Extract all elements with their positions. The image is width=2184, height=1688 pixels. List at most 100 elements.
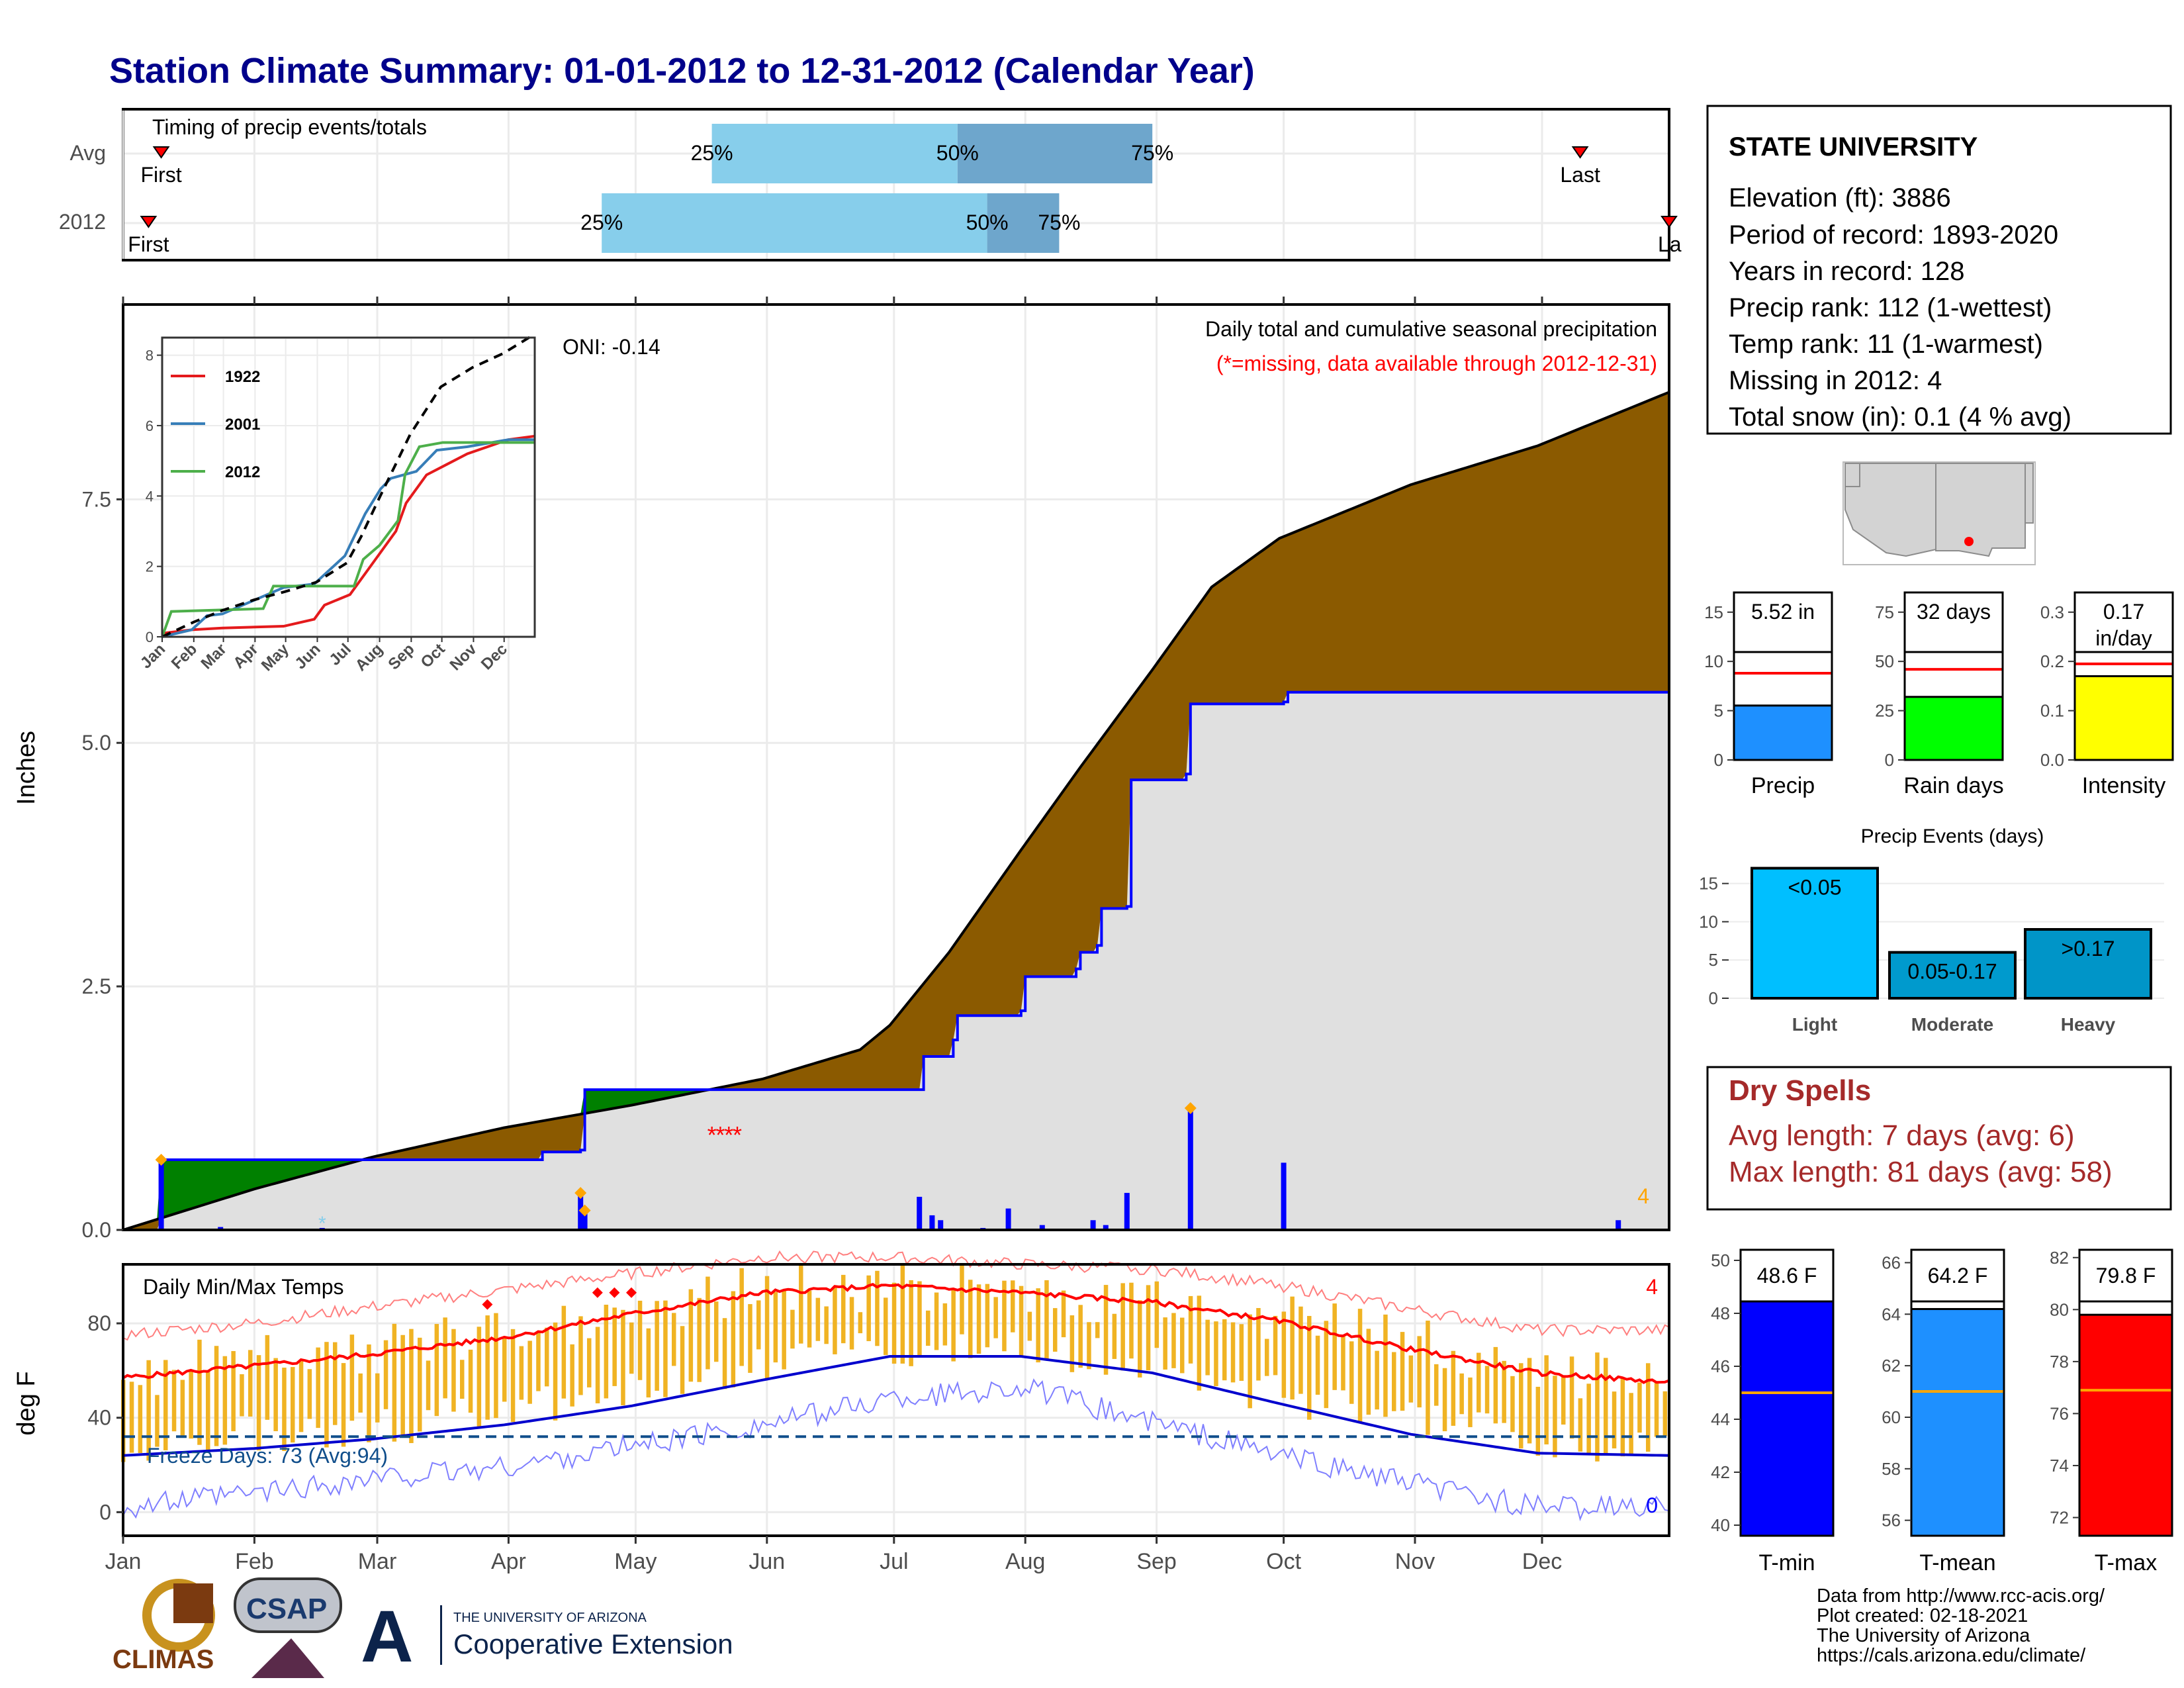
daily-temp-bar — [858, 1312, 863, 1334]
mini-ytick-label: 0.2 — [2040, 651, 2064, 671]
daily-precip-bar — [1281, 1162, 1287, 1230]
daily-temp-bar — [282, 1368, 287, 1451]
daily-temp-bar — [206, 1371, 210, 1450]
mini-value-box — [2073, 591, 2174, 653]
daily-temp-bar — [138, 1385, 143, 1453]
ua-small-text: THE UNIVERSITY OF ARIZONA — [453, 1611, 647, 1625]
location-map — [1843, 461, 2036, 565]
temp-summary-ytick-label: 76 — [2050, 1403, 2069, 1423]
daily-temp-bar — [222, 1356, 228, 1445]
daily-temp-bar — [443, 1317, 447, 1399]
daily-temp-bar — [739, 1268, 744, 1366]
temp-summary-bar — [2078, 1313, 2173, 1537]
timing-last-label: Last — [1560, 163, 1600, 187]
daily-temp-bar — [561, 1305, 567, 1399]
station-name: STATE UNIVERSITY — [1729, 132, 1978, 162]
daily-temp-bar — [409, 1329, 414, 1444]
daily-temp-bar — [1248, 1314, 1252, 1409]
daily-temp-bar — [993, 1297, 998, 1338]
timing-first-marker — [140, 216, 158, 228]
max-precip-marker — [574, 1187, 587, 1199]
daily-temp-bar — [697, 1297, 702, 1382]
snow-marker: * — [318, 1213, 326, 1235]
daily-temp-bar — [909, 1280, 913, 1366]
precip-average-line — [122, 391, 1670, 1231]
daily-precip-bar — [218, 1227, 224, 1230]
daily-temp-bar — [392, 1323, 397, 1442]
daily-temp-bar — [316, 1347, 320, 1429]
record-low-line — [122, 1378, 1670, 1522]
daily-temp-bar — [985, 1284, 990, 1348]
timing-pct-label: 25% — [580, 211, 623, 234]
footer-credits: Data from http://www.rcc-acis.org/ Plot … — [1817, 1585, 2105, 1666]
daily-temp-bar — [1011, 1280, 1015, 1333]
daily-temp-bar — [1053, 1308, 1058, 1352]
daily-temp-bar — [976, 1284, 981, 1354]
events-category-label: Heavy — [2061, 1014, 2116, 1035]
daily-temp-bar — [545, 1327, 549, 1387]
daily-temp-bar — [171, 1370, 177, 1432]
daily-temp-bar — [968, 1280, 973, 1358]
precip-ytick-label: 7.5 — [82, 487, 111, 511]
avg-tmin-line — [122, 1355, 1670, 1457]
timing-first-label: First — [128, 232, 169, 256]
ua-divider — [440, 1605, 442, 1665]
month-label: Aug — [1005, 1549, 1046, 1574]
temp-summary-ytick-label: 58 — [1882, 1459, 1901, 1479]
timing-last-label: La — [1658, 232, 1682, 256]
mini-ytick-label: 0.1 — [2040, 701, 2064, 721]
daily-temp-bar — [951, 1288, 956, 1362]
daily-temp-bar — [1629, 1393, 1633, 1456]
daily-temp-bar — [578, 1316, 583, 1395]
daily-temp-bar — [595, 1327, 600, 1403]
csap-cloud — [234, 1577, 342, 1633]
temp-ylabel: deg F — [13, 1371, 40, 1435]
daily-temp-bar — [1569, 1356, 1574, 1439]
events-bar — [1888, 951, 2017, 1000]
daily-temp-bar — [536, 1331, 541, 1391]
daily-temp-bar — [1417, 1336, 1422, 1408]
temp-summary-ytick-label: 62 — [1882, 1356, 1901, 1376]
daily-temp-bar — [731, 1291, 736, 1387]
daily-temp-bar — [291, 1367, 295, 1443]
daily-temp-bar — [807, 1290, 812, 1348]
precip-panel: ***** 0.02.55.07.5 Inches Daily total an… — [13, 297, 1670, 1242]
daily-temp-bar — [1214, 1321, 1218, 1387]
daily-temp-bar — [782, 1289, 786, 1370]
temp-bar-charts: 48.6 F 40 42 44 46 48 50 T-min 64.2 F 56 58 60 62 64 6… — [1711, 1248, 2173, 1575]
temp-summary-ytick-label: 48 — [1711, 1303, 1730, 1323]
daily-temp-bar — [1451, 1350, 1456, 1426]
daily-temp-bar — [714, 1301, 719, 1362]
events-ytick-label: 15 — [1699, 874, 1718, 894]
climas-logo: CLIMAS — [113, 1579, 215, 1674]
daily-temp-bar — [934, 1292, 939, 1350]
daily-temp-bar — [1535, 1386, 1541, 1456]
timing-pct-label: 50% — [966, 211, 1009, 234]
daily-temp-bar — [1637, 1382, 1642, 1433]
daily-temp-bar — [1103, 1285, 1109, 1375]
daily-temp-bar — [1662, 1391, 1668, 1436]
daily-temp-bar — [764, 1276, 770, 1380]
daily-temp-bar — [1341, 1335, 1345, 1391]
daily-temp-bar — [1366, 1329, 1371, 1415]
daily-temp-bar — [553, 1322, 558, 1421]
mini-value-bar — [1903, 696, 2004, 761]
timing-bar-25-50 — [711, 124, 958, 183]
temp-summary-ytick-label: 56 — [1882, 1511, 1901, 1530]
daily-temp-bar — [1468, 1377, 1473, 1427]
mini-ytick-label: 10 — [1704, 651, 1723, 671]
mini-value-bar — [2073, 675, 2174, 761]
daily-temp-bar — [705, 1276, 710, 1370]
daily-temp-bar — [1188, 1295, 1193, 1364]
max-precip-marker — [1184, 1102, 1197, 1115]
daily-temp-bar — [240, 1374, 244, 1417]
inset-ytick-label: 8 — [146, 348, 154, 364]
precip-ylabel: Inches — [13, 731, 40, 805]
inset-ytick-label: 6 — [146, 418, 154, 434]
daily-temp-bar — [1477, 1352, 1481, 1413]
daily-temp-bar — [1527, 1358, 1532, 1444]
daily-temp-bar — [1154, 1281, 1160, 1348]
map-state-shape — [1844, 463, 1860, 487]
events-ytick-label: 5 — [1709, 950, 1718, 970]
daily-precip-bar — [938, 1220, 944, 1230]
